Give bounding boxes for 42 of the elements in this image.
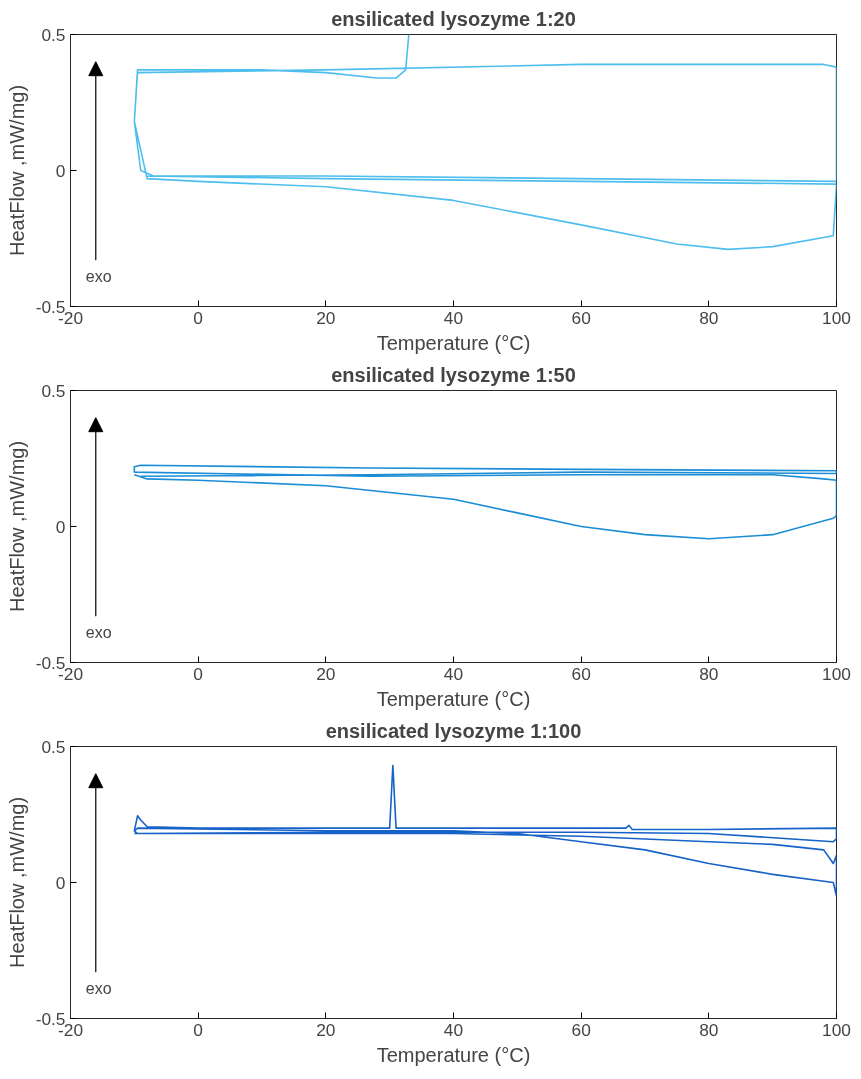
x-tick-label: 80 <box>699 663 719 684</box>
chart-title: ensilicated lysozyme 1:50 <box>331 363 576 386</box>
y-tick-label: -0.5 <box>35 296 66 317</box>
y-tick-label: 0 <box>55 160 66 181</box>
y-tick-label: -0.5 <box>35 652 66 673</box>
annotation: exo <box>85 623 112 641</box>
y-tick-label: 0.5 <box>41 736 66 757</box>
y-tick-label: -0.5 <box>35 1008 66 1029</box>
y-axis-title: HeatFlow ,mW/mg) <box>5 796 28 969</box>
x-tick-label: 100 <box>822 307 851 328</box>
x-tick-label: 20 <box>316 307 336 328</box>
x-tick-label: 0 <box>193 663 203 684</box>
x-tick-label: 0 <box>193 1019 203 1040</box>
line-series <box>133 764 837 897</box>
y-tick-label: 0 <box>55 872 66 893</box>
y-tick-label: 0.5 <box>41 24 66 45</box>
x-tick-label: 40 <box>443 307 464 328</box>
chart-title: ensilicated lysozyme 1:20 <box>331 7 576 30</box>
annotation: exo <box>85 979 112 997</box>
x-tick-label: 60 <box>571 307 591 328</box>
x-tick-label: 40 <box>443 1019 464 1040</box>
x-axis-title: Temperature (°C) <box>376 687 531 710</box>
annotation: exo <box>85 267 112 285</box>
x-tick-label: 100 <box>822 1019 851 1040</box>
y-axis-title: HeatFlow ,mW/mg) <box>5 84 28 257</box>
x-tick-label: 100 <box>822 663 851 684</box>
x-tick-label: 20 <box>316 663 336 684</box>
y-tick-label: 0 <box>55 516 66 537</box>
x-tick-label: 60 <box>571 1019 591 1040</box>
x-tick-label: 20 <box>316 1019 336 1040</box>
line-series <box>133 464 837 540</box>
line-series <box>133 34 837 251</box>
chart-title: ensilicated lysozyme 1:100 <box>325 719 582 742</box>
x-axis-title: Temperature (°C) <box>376 331 531 354</box>
x-tick-label: 80 <box>699 1019 719 1040</box>
x-tick-label: 40 <box>443 663 464 684</box>
y-axis-title: HeatFlow ,mW/mg) <box>5 440 28 613</box>
x-tick-label: 60 <box>571 663 591 684</box>
y-tick-label: 0.5 <box>41 380 66 401</box>
x-tick-label: 0 <box>193 307 203 328</box>
x-axis-title: Temperature (°C) <box>376 1043 531 1066</box>
x-tick-label: 80 <box>699 307 719 328</box>
